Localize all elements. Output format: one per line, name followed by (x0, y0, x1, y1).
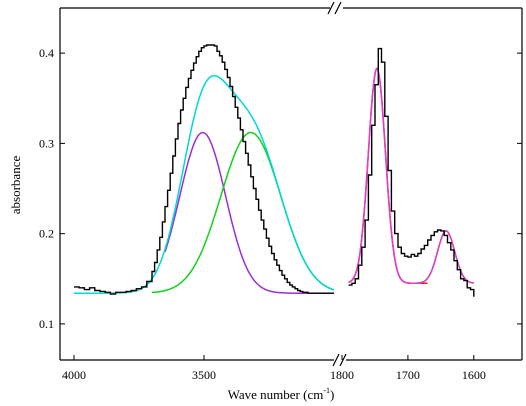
axis-break-bottom-0 (332, 353, 340, 367)
y-tick-label: 0.2 (39, 227, 54, 241)
tick-layer: 0.1 0.2 0.3 0.4 4000 3500 1800 1700 1600 (39, 46, 522, 382)
y-tick-label: 0.3 (39, 136, 54, 150)
axis-break-top-0 (327, 1, 335, 15)
x-tick-label: 1800 (330, 368, 354, 382)
plot-frame (59, 1, 523, 367)
series-fit-6 (414, 230, 474, 284)
series-fit-2 (74, 74, 335, 294)
series-fit-0 (164, 131, 334, 294)
y-tick-label: 0.4 (39, 46, 54, 60)
series-experimental-3 (74, 44, 334, 295)
data-layer (74, 44, 475, 297)
series-fit-7 (407, 230, 474, 284)
axis-break-bottom-1 (339, 353, 347, 367)
series-fit-1 (151, 131, 335, 294)
x-tick-label: 3500 (192, 368, 216, 382)
x-tick-label: 4000 (62, 368, 86, 382)
series-experimental-8 (348, 47, 475, 297)
x-tick-label: 1700 (396, 368, 420, 382)
x-axis-title: Wave number (cm-1) (228, 386, 335, 402)
axis-break-top-1 (334, 1, 342, 15)
y-axis-title: absorbance (8, 156, 23, 215)
x-tick-label: 1600 (462, 368, 486, 382)
y-tick-label: 0.1 (39, 317, 54, 331)
